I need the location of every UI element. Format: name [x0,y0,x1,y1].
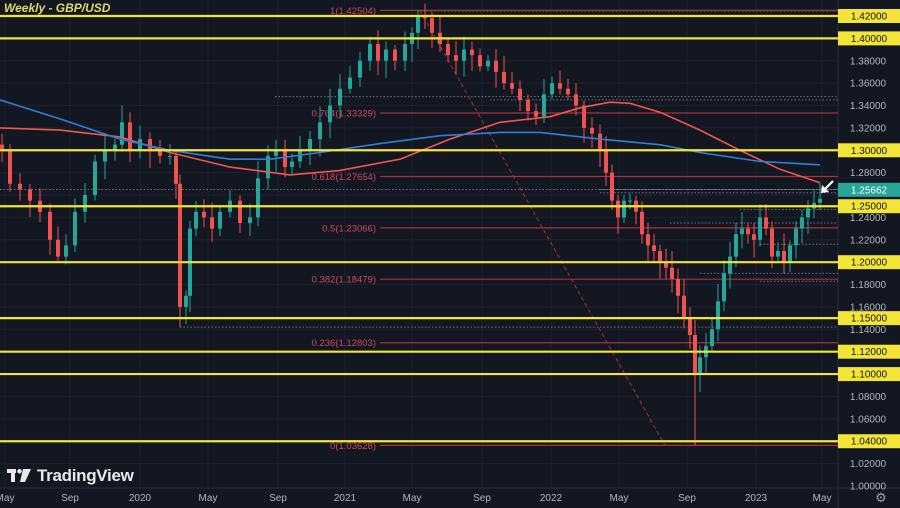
time-tick-label: May [610,493,629,504]
price-tick-label: 1.02000 [850,459,887,470]
price-tick-label: 1.32000 [850,123,887,134]
time-tick-label: Sep [678,493,696,504]
time-tick-label: May [403,493,422,504]
time-tick-label: Sep [473,493,491,504]
fibonacci-levels: 1(1.42504) 0.764(1.33329) 0.618(1.27654) 0.… [312,6,838,452]
time-tick-label: Sep [269,493,287,504]
fib-level-label: 0.764(1.33329) [312,109,376,120]
time-tick-label: Sep [61,493,79,504]
price-tick-label: 1.06000 [850,414,887,425]
tradingview-logo-text: TradingView [37,466,134,485]
level-price-tag [838,311,900,326]
time-tick-label: 2022 [540,493,563,504]
chart-title: Weekly - GBP/USD [4,1,111,15]
current-price-tag [838,182,900,197]
tradingview-mark-icon [7,469,31,483]
level-price-tag-text: 1.40000 [851,34,888,45]
moving-average-blue[interactable] [0,99,821,166]
price-tick-label: 1.38000 [850,56,887,67]
price-tick-label: 1.28000 [850,168,887,179]
fib-level-label: 0.382(1.18479) [312,275,376,286]
dotted-range-lines [0,10,838,328]
candlesticks [0,3,822,446]
time-axis[interactable]: May Sep 2020 May Sep 2021 May Sep 2022 May Sep 2023… [0,493,831,504]
fib-level-label: 0(1.03628) [330,441,376,452]
level-price-tag [838,31,900,46]
level-price-tag-text: 1.15000 [851,314,888,325]
tradingview-logo[interactable]: TradingView [7,466,134,486]
time-tick-label: 2021 [334,493,357,504]
time-tick-label: 2020 [129,493,152,504]
arrow-annotation-icon[interactable] [821,180,834,193]
time-tick-label: May [813,493,832,504]
fib-level-label: 0.618(1.27654) [312,172,376,183]
level-price-tag-text: 1.04000 [851,437,888,448]
level-price-tag-text: 1.25000 [851,202,888,213]
level-price-tag-text: 1.42000 [851,12,888,23]
current-price-text: 1.25662 [851,185,888,196]
price-tick-label: 1.00000 [850,481,887,492]
time-tick-label: May [0,493,14,504]
price-tick-label: 1.22000 [850,235,887,246]
price-tick-label: 1.18000 [850,280,887,291]
price-tick-label: 1.08000 [850,392,887,403]
time-tick-label: 2023 [745,493,768,504]
level-price-tag [838,255,900,270]
price-tick-label: 1.36000 [850,79,887,90]
fib-level-label: 0.5(1.23066) [322,223,376,234]
fib-level-label: 0.236(1.12803) [312,338,376,349]
settings-gear-icon[interactable]: ⚙ [875,490,887,505]
price-tick-label: 1.34000 [850,101,887,112]
fib-level-label: 1(1.42504) [330,6,376,17]
price-tick-label: 1.24000 [850,213,887,224]
fib-trendline[interactable] [419,10,666,446]
level-price-tag-text: 1.12000 [851,347,888,358]
level-price-tag-text: 1.20000 [851,258,888,269]
level-price-tag [838,434,900,449]
price-axis[interactable]: 1.38000 1.36000 1.34000 1.32000 1.28000 1.240… [838,9,900,492]
price-tick-label: 1.16000 [850,302,887,313]
level-price-tag [838,199,900,214]
support-resistance-lines [0,14,838,443]
moving-average-red[interactable] [0,101,821,184]
price-tick-label: 1.14000 [850,325,887,336]
level-price-tag [838,367,900,382]
level-price-tag-text: 1.10000 [851,370,888,381]
level-price-tag [838,9,900,23]
time-tick-label: May [199,493,218,504]
level-price-tag-text: 1.30000 [851,146,888,157]
level-price-tag [838,344,900,359]
level-price-tag [838,143,900,158]
